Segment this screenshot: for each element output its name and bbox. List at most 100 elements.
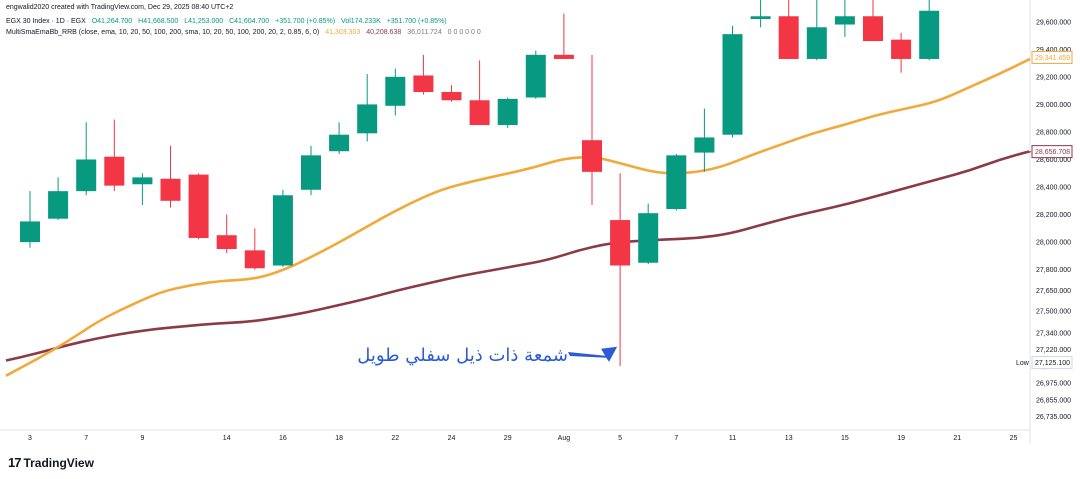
candle-body — [582, 140, 602, 172]
candle — [329, 122, 349, 154]
candle — [273, 190, 293, 267]
candle-body — [385, 77, 405, 106]
candle — [666, 154, 686, 210]
candle — [835, 0, 855, 37]
y-tick-label: 27,340.000 — [1036, 330, 1071, 337]
candle — [610, 173, 630, 366]
candle — [498, 98, 518, 128]
x-tick-label: Aug — [558, 435, 571, 442]
candle-body — [694, 137, 714, 152]
candle — [638, 204, 658, 265]
candle-body — [132, 177, 152, 184]
candle-body — [610, 220, 630, 265]
candle-body — [723, 34, 743, 135]
symbol-name[interactable]: EGX 30 Index · 1D · EGX — [6, 18, 86, 25]
candle — [919, 0, 939, 60]
candle — [189, 173, 209, 239]
candle-body — [245, 250, 265, 268]
indicator-name[interactable]: MultiSmaEmaBb_RRB (close, ema, 10, 20, 5… — [6, 29, 319, 36]
price-change: +351.700 (+0.85%) — [275, 18, 335, 25]
candle — [104, 120, 124, 192]
candle-body — [779, 16, 799, 59]
candle-body — [301, 155, 321, 189]
chart-credit: engwalid2020 created with TradingView.co… — [6, 4, 233, 11]
volume-value: Vol174.233K — [341, 18, 381, 25]
candle-body — [217, 235, 237, 249]
tradingview-logo-icon: 17 — [8, 455, 20, 470]
candle-body — [919, 11, 939, 59]
y-tick-label: 28,800.000 — [1036, 129, 1071, 136]
x-tick-label: 15 — [841, 435, 849, 442]
y-tick-label: 27,500.000 — [1036, 308, 1071, 315]
x-tick-label: 22 — [391, 435, 399, 442]
x-tick-label: 24 — [448, 435, 456, 442]
symbol-legend[interactable]: EGX 30 Index · 1D · EGX O41,264.700 H41,… — [6, 18, 447, 25]
candle — [301, 146, 321, 196]
x-tick-label: 9 — [140, 435, 144, 442]
y-tick-label: 26,975.000 — [1036, 381, 1071, 388]
candle-body — [891, 40, 911, 59]
x-tick-label: 25 — [1010, 435, 1018, 442]
x-tick-label: 13 — [785, 435, 793, 442]
ohlc-open: O41,264.700 — [92, 18, 132, 25]
candle — [694, 109, 714, 172]
candle-body — [863, 16, 883, 41]
y-tick-label: 28,400.000 — [1036, 185, 1071, 192]
x-tick-label: 7 — [84, 435, 88, 442]
annotation-group: شمعة ذات ذيل سفلي طويل — [357, 345, 617, 366]
y-tick-label: 29,000.000 — [1036, 102, 1071, 109]
candle — [245, 228, 265, 269]
candle-body — [104, 157, 124, 186]
candle — [891, 33, 911, 73]
x-tick-label: 21 — [953, 435, 961, 442]
x-tick-label: 14 — [223, 435, 231, 442]
candles-layer — [20, 0, 939, 366]
candle-body — [189, 175, 209, 238]
candle-body — [498, 99, 518, 125]
y-tick-label: 28,000.000 — [1036, 240, 1071, 247]
candle-body — [751, 16, 771, 19]
candle — [807, 0, 827, 60]
candle-body — [329, 135, 349, 152]
candle — [132, 173, 152, 205]
volume-change: +351.700 (+0.85%) — [387, 18, 447, 25]
candle-body — [526, 55, 546, 98]
candle — [76, 122, 96, 195]
candle — [217, 215, 237, 254]
x-tick-label: 5 — [618, 435, 622, 442]
ohlc-high: H41,668.500 — [138, 18, 178, 25]
y-tick-label: 29,200.000 — [1036, 74, 1071, 81]
ema-price-tag-text: 29,341.459 — [1035, 55, 1070, 62]
indicator-value-3: 36,011.724 — [407, 29, 442, 36]
candle — [723, 26, 743, 138]
candle — [413, 55, 433, 95]
sma-line — [6, 151, 1030, 360]
candle-body — [638, 213, 658, 263]
candle — [357, 74, 377, 141]
candle-body — [76, 159, 96, 191]
ohlc-low: L41,253.000 — [184, 18, 223, 25]
candle — [751, 0, 771, 27]
time-axis[interactable]: 3 7 9 14 16 18 22 24 29 Aug 5 7 11 13 15 19 21 25 — [28, 435, 1017, 442]
indicator-value-2: 40,208.638 — [366, 29, 401, 36]
candle-body — [666, 155, 686, 209]
x-tick-label: 7 — [674, 435, 678, 442]
candle-body — [48, 191, 68, 219]
annotation-text: شمعة ذات ذيل سفلي طويل — [357, 345, 568, 366]
candle — [779, 0, 799, 59]
candle-body — [161, 179, 181, 201]
x-tick-label: 18 — [335, 435, 343, 442]
sma-line-layer — [6, 151, 1030, 360]
candle — [385, 69, 405, 116]
candle — [863, 0, 883, 41]
candle — [582, 55, 602, 205]
indicator-legend[interactable]: MultiSmaEmaBb_RRB (close, ema, 10, 20, 5… — [6, 29, 481, 36]
candle-body — [20, 221, 40, 242]
y-tick-label: 27,650.000 — [1036, 288, 1071, 295]
tradingview-brand[interactable]: 17 TradingView — [8, 455, 94, 470]
y-tick-label: 26,855.000 — [1036, 397, 1071, 404]
x-tick-label: 11 — [729, 435, 736, 442]
candle-body — [357, 104, 377, 133]
grid-layer — [0, 0, 1030, 444]
